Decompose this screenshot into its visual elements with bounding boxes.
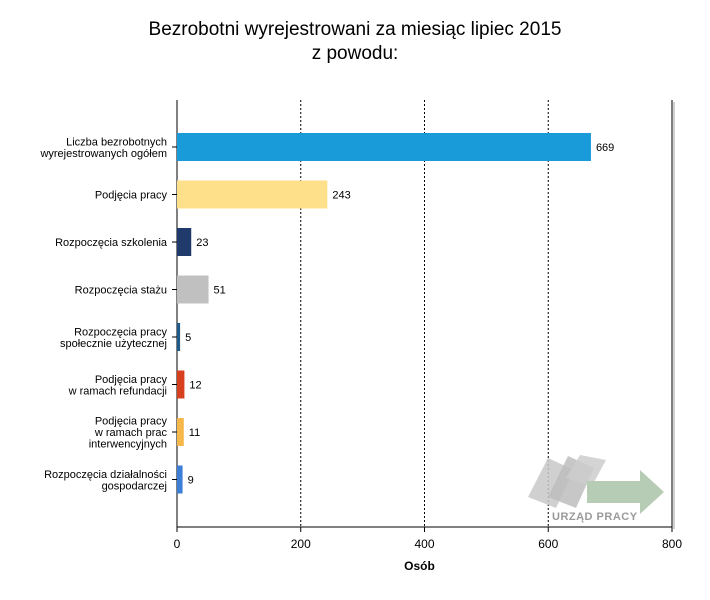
value-label: 51	[214, 285, 226, 297]
labels: 0 200 400 600 800 669 Liczba bezrobotnychwyrej…	[39, 136, 682, 573]
x-tick-label: 400	[414, 537, 434, 551]
bar	[177, 228, 192, 256]
category-label: Rozpoczęcia pracy	[74, 326, 167, 338]
chart-title-line-2: z powodu:	[311, 43, 399, 64]
x-tick-label: 0	[174, 537, 181, 551]
value-label: 23	[196, 237, 208, 249]
category-label: Rozpoczęcia działalności	[44, 469, 167, 481]
x-tick-label: 800	[662, 537, 682, 551]
category-label: w ramach prac	[94, 427, 168, 439]
x-tick-label: 600	[538, 537, 558, 551]
category-label: Podjęcia pracy	[95, 416, 168, 428]
category-label: interwencyjnych	[89, 439, 167, 451]
value-label: 5	[185, 332, 191, 344]
bar	[177, 275, 209, 304]
watermark-card-3	[566, 455, 606, 486]
value-label: 12	[189, 380, 201, 392]
bar	[177, 133, 591, 161]
bars	[177, 133, 591, 494]
value-label: 11	[189, 427, 200, 439]
chart-title: Bezrobotni wyrejestrowani za miesiąc lip…	[0, 18, 710, 66]
urzad-pracy-watermark: URZĄD PRACY	[528, 455, 664, 523]
value-label: 9	[188, 475, 194, 487]
watermark-arrow-icon	[587, 470, 664, 514]
chart-title-line-1: Bezrobotni wyrejestrowani za miesiąc lip…	[148, 19, 562, 40]
bar	[177, 465, 183, 494]
category-label: w ramach refundacji	[68, 385, 167, 397]
category-label: Podjęcia pracy	[95, 190, 168, 202]
x-tick-label: 200	[291, 537, 311, 551]
bar	[177, 418, 184, 446]
category-label: Podjęcia pracy	[95, 374, 168, 386]
category-label: społecznie użytecznej	[60, 338, 167, 350]
value-label: 669	[596, 142, 614, 154]
category-label: Liczba bezrobotnych	[66, 136, 167, 148]
category-label: Rozpoczęcia szkolenia	[55, 237, 168, 249]
grid-lines	[300, 100, 673, 527]
x-axis-title: Osób	[404, 559, 435, 573]
bar	[177, 323, 181, 351]
category-label: Rozpoczęcia stażu	[75, 285, 167, 297]
bar	[177, 370, 185, 399]
value-label: 243	[332, 190, 350, 202]
category-label: gospodarczej	[102, 480, 167, 492]
category-label: wyrejestrowanych ogółem	[39, 148, 167, 160]
axes	[172, 100, 675, 532]
bar	[177, 180, 328, 209]
watermark-text: URZĄD PRACY	[552, 511, 638, 523]
